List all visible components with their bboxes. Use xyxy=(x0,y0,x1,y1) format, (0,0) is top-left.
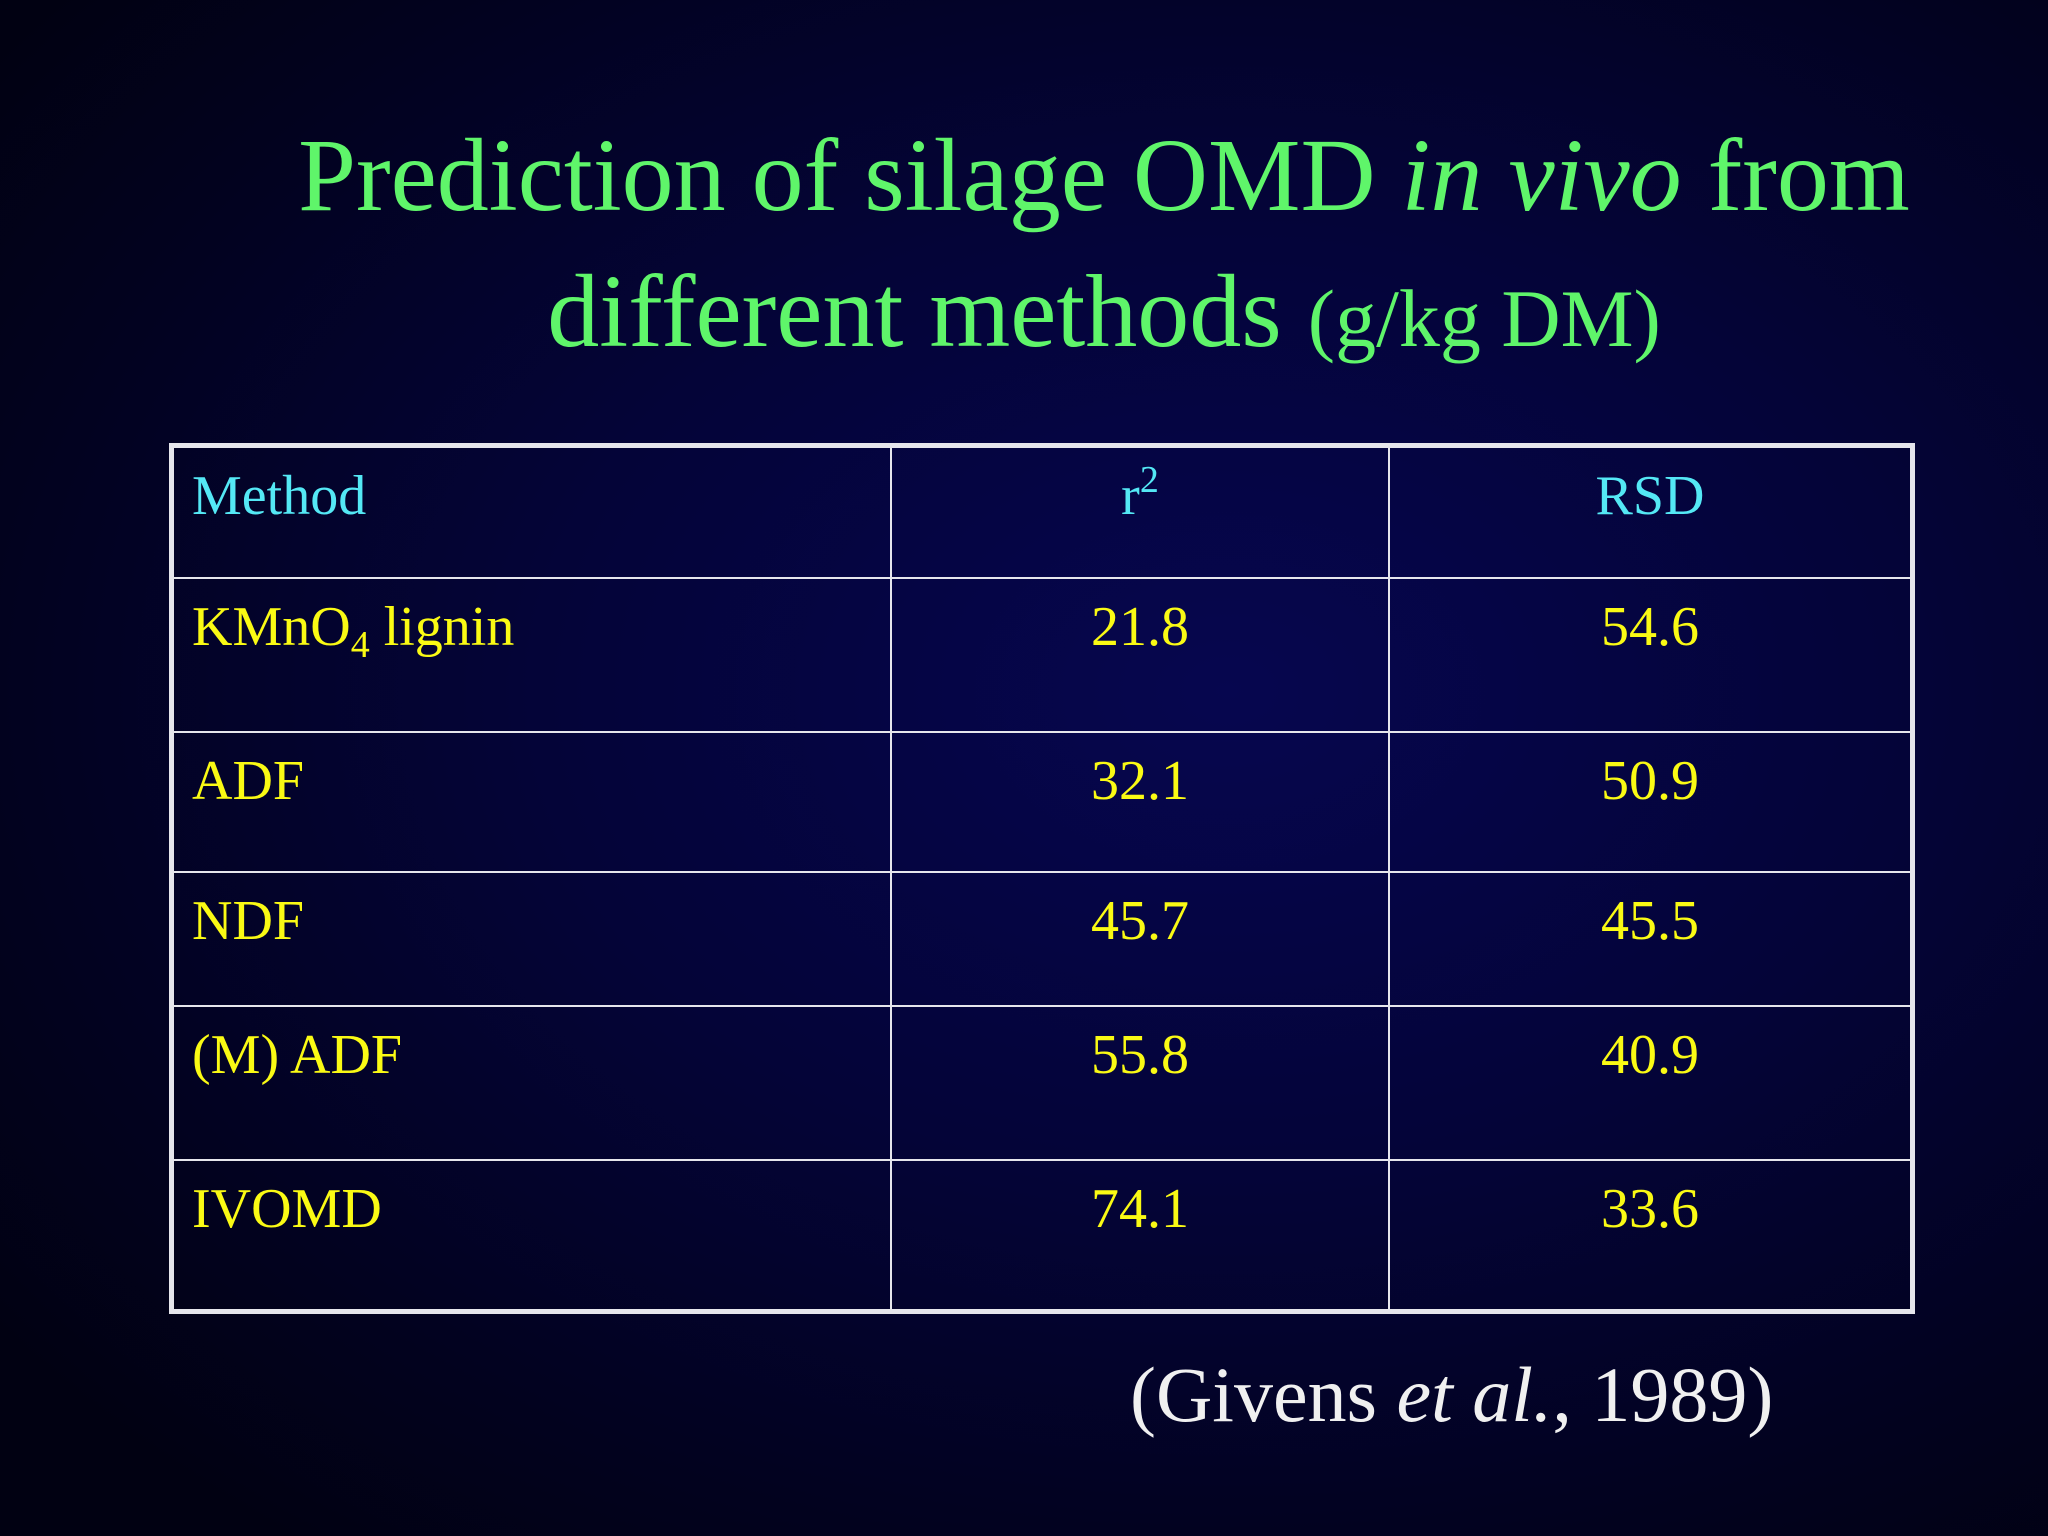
method-kmno: KMnO xyxy=(192,595,351,658)
header-method: Method xyxy=(170,444,892,579)
table-header-row: Method r2 RSD xyxy=(170,444,1914,579)
header-r2-sup: 2 xyxy=(1139,459,1159,501)
table-row: KMnO4 lignin 21.8 54.6 xyxy=(170,576,1914,733)
title-text-1: Prediction of silage OMD xyxy=(298,118,1402,233)
table-row: ADF 32.1 50.9 xyxy=(170,730,1914,873)
cell-r2: 32.1 xyxy=(890,730,1390,873)
cell-rsd: 54.6 xyxy=(1388,576,1914,733)
cell-method: IVOMD xyxy=(170,1158,892,1313)
header-r2-base: r xyxy=(1121,465,1140,527)
method-subscript: 4 xyxy=(350,623,370,666)
cell-rsd: 40.9 xyxy=(1388,1004,1914,1161)
citation-italic: et al. xyxy=(1396,1351,1553,1438)
citation-close: , 1989) xyxy=(1552,1351,1774,1438)
cell-r2: 45.7 xyxy=(890,870,1390,1007)
table-row: (M) ADF 55.8 40.9 xyxy=(170,1004,1914,1161)
title-text-3: different methods xyxy=(547,254,1308,369)
citation: (Givens et al., 1989) xyxy=(1130,1350,1773,1440)
cell-r2: 21.8 xyxy=(890,576,1390,733)
method-lignin: lignin xyxy=(369,595,515,658)
cell-rsd: 45.5 xyxy=(1388,870,1914,1007)
title-line-2: different methods (g/kg DM) xyxy=(160,244,2048,387)
cell-method: (M) ADF xyxy=(170,1004,892,1161)
title-text-2: from xyxy=(1681,118,1910,233)
table-row: NDF 45.7 45.5 xyxy=(170,870,1914,1007)
header-r2: r2 xyxy=(890,444,1390,579)
citation-open: (Givens xyxy=(1130,1351,1397,1438)
slide-title: Prediction of silage OMD in vivo from di… xyxy=(160,108,2048,387)
cell-method: NDF xyxy=(170,870,892,1007)
cell-rsd: 50.9 xyxy=(1388,730,1914,873)
title-unit: (g/kg DM) xyxy=(1307,273,1661,364)
title-italic: in vivo xyxy=(1401,118,1682,233)
results-table: Method r2 RSD KMnO4 lignin 21.8 54.6 ADF… xyxy=(169,443,1915,1314)
title-line-1: Prediction of silage OMD in vivo from xyxy=(160,108,2048,244)
cell-r2: 55.8 xyxy=(890,1004,1390,1161)
cell-method: KMnO4 lignin xyxy=(170,576,892,733)
header-rsd: RSD xyxy=(1388,444,1914,579)
table-row: IVOMD 74.1 33.6 xyxy=(170,1158,1914,1313)
cell-rsd: 33.6 xyxy=(1388,1158,1914,1313)
cell-method: ADF xyxy=(170,730,892,873)
cell-r2: 74.1 xyxy=(890,1158,1390,1313)
